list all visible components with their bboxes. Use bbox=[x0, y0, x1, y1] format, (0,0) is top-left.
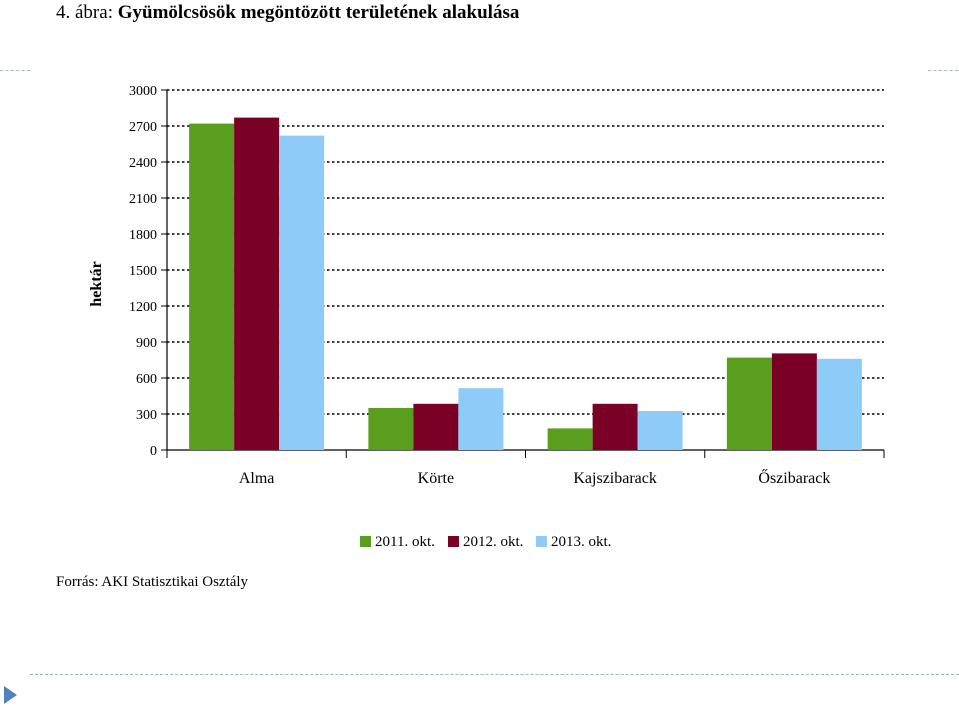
bar-chart: 0 300 600 900 1200 1500 1800 2100 2400 2700 3000 he… bbox=[88, 84, 885, 550]
figure-title: 4. ábra: Gyümölcsösök megöntözött terüle… bbox=[56, 2, 519, 24]
y-tick-label: 600 bbox=[136, 372, 157, 387]
bar bbox=[637, 411, 683, 450]
legend-swatch bbox=[536, 536, 547, 547]
y-tick-label: 1800 bbox=[129, 228, 157, 243]
y-tick-label: 2100 bbox=[129, 192, 157, 207]
legend-swatch bbox=[448, 536, 459, 547]
x-tick-label: Kajszibarack bbox=[573, 470, 657, 487]
legend-swatch bbox=[360, 536, 371, 547]
bar bbox=[771, 353, 817, 450]
figure-title-prefix: 4. ábra: bbox=[56, 2, 118, 23]
bar bbox=[279, 135, 325, 450]
bar bbox=[413, 403, 459, 450]
legend-label: 2011. okt. bbox=[375, 534, 435, 550]
decor-dashed-line-right-top bbox=[928, 70, 958, 71]
bar bbox=[726, 357, 772, 450]
decor-dashed-line-bottom bbox=[30, 674, 959, 675]
y-tick-label: 900 bbox=[136, 336, 157, 351]
y-tick-label: 1200 bbox=[129, 300, 157, 315]
bar bbox=[816, 358, 862, 450]
figure-title-main: Gyümölcsösök megöntözött területének ala… bbox=[117, 2, 520, 23]
legend-label: 2012. okt. bbox=[463, 534, 523, 550]
legend-label: 2013. okt. bbox=[551, 534, 611, 550]
bar bbox=[547, 428, 593, 450]
bar bbox=[189, 123, 235, 450]
y-tick-label: 0 bbox=[150, 444, 157, 459]
x-tick-label: Körte bbox=[418, 470, 454, 487]
x-tick-label: Őszibarack bbox=[758, 468, 830, 487]
y-tick-label: 2400 bbox=[129, 156, 157, 171]
y-tick-label: 300 bbox=[136, 408, 157, 423]
decor-dashed-line-left-top bbox=[0, 70, 30, 71]
y-tick-label: 1500 bbox=[129, 264, 157, 279]
source-note: Forrás: AKI Statisztikai Osztály bbox=[56, 574, 249, 590]
y-tick-label: 2700 bbox=[129, 120, 157, 135]
bar bbox=[592, 403, 638, 450]
slide-arrow-icon bbox=[4, 686, 17, 704]
y-tick-label: 3000 bbox=[129, 84, 157, 99]
bar bbox=[458, 388, 504, 450]
bar bbox=[234, 117, 280, 450]
bar bbox=[368, 408, 414, 450]
x-tick-label: Alma bbox=[239, 470, 275, 487]
y-axis-label: hektár bbox=[88, 261, 105, 306]
